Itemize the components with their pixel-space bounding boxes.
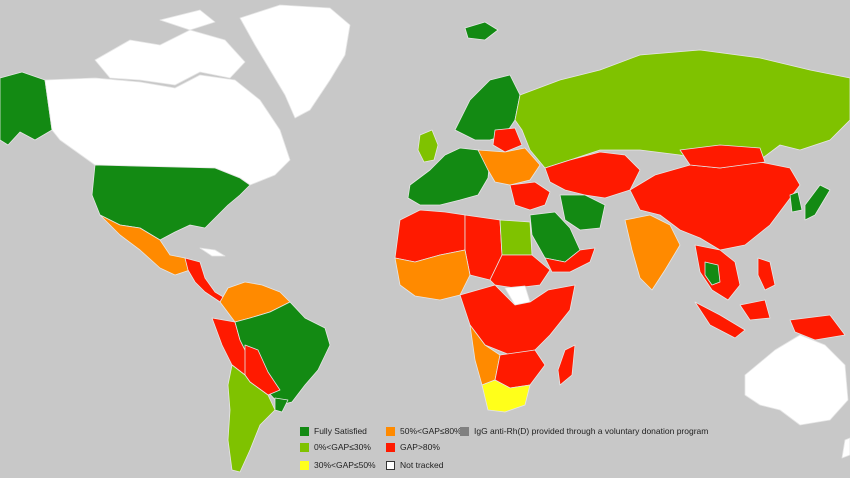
region-argentina-chile — [227, 364, 276, 473]
region-poland-belarus — [492, 127, 523, 153]
region-uk-ireland — [417, 129, 439, 163]
region-cuba — [199, 247, 226, 257]
region-indonesia — [694, 299, 846, 341]
legend-swatch — [386, 426, 395, 436]
region-western-europe — [407, 147, 491, 206]
legend-item-gap-50-80: 50%<GAP≤80% — [386, 426, 462, 436]
legend-label: Not tracked — [400, 460, 444, 470]
region-eastern-europe — [477, 147, 541, 186]
legend-item-gap-0-30: 0%<GAP≤30% — [300, 442, 371, 452]
legend-label: Fully Satisfied — [314, 426, 367, 436]
legend-swatch — [300, 460, 309, 470]
legend-label: 30%<GAP≤50% — [314, 460, 376, 470]
region-uruguay — [274, 397, 289, 413]
region-korea-japan — [789, 184, 831, 221]
map-legend: Fully Satisfied 0%<GAP≤30% 30%<GAP≤50% 5… — [300, 420, 720, 476]
region-egypt — [499, 219, 533, 256]
region-alaska — [0, 71, 53, 146]
legend-item-gap-30-50: 30%<GAP≤50% — [300, 460, 376, 470]
legend-swatch — [386, 442, 395, 452]
region-middle-east — [509, 181, 551, 211]
legend-label: 50%<GAP≤80% — [400, 426, 462, 436]
region-south-africa — [481, 379, 531, 413]
region-yemen-oman — [544, 247, 596, 273]
legend-item-fully-satisfied: Fully Satisfied — [300, 426, 367, 436]
region-madagascar — [557, 344, 576, 386]
legend-swatch — [300, 426, 309, 436]
legend-label: 0%<GAP≤30% — [314, 442, 371, 452]
legend-item-voluntary-donation: IgG anti-Rh(D) provided through a volunt… — [460, 426, 708, 436]
region-greenland — [239, 4, 351, 119]
region-new-zealand — [841, 437, 850, 459]
region-iran — [559, 194, 606, 231]
region-mongolia — [679, 144, 766, 169]
legend-swatch — [460, 426, 469, 436]
region-canada — [44, 74, 291, 186]
region-philippines — [757, 257, 776, 291]
legend-swatch — [300, 442, 309, 452]
region-russia — [514, 49, 850, 169]
region-india — [624, 214, 681, 291]
region-iceland — [464, 21, 499, 41]
region-west-africa — [394, 249, 471, 301]
region-thailand — [704, 261, 721, 286]
region-australia — [744, 334, 849, 426]
legend-label: GAP>80% — [400, 442, 440, 452]
legend-swatch — [386, 460, 395, 470]
region-arctic-islands — [94, 9, 246, 86]
legend-item-not-tracked: Not tracked — [386, 460, 443, 470]
legend-label: IgG anti-Rh(D) provided through a volunt… — [474, 426, 709, 436]
region-sudan — [489, 254, 551, 289]
legend-item-gap-over-80: GAP>80% — [386, 442, 440, 452]
